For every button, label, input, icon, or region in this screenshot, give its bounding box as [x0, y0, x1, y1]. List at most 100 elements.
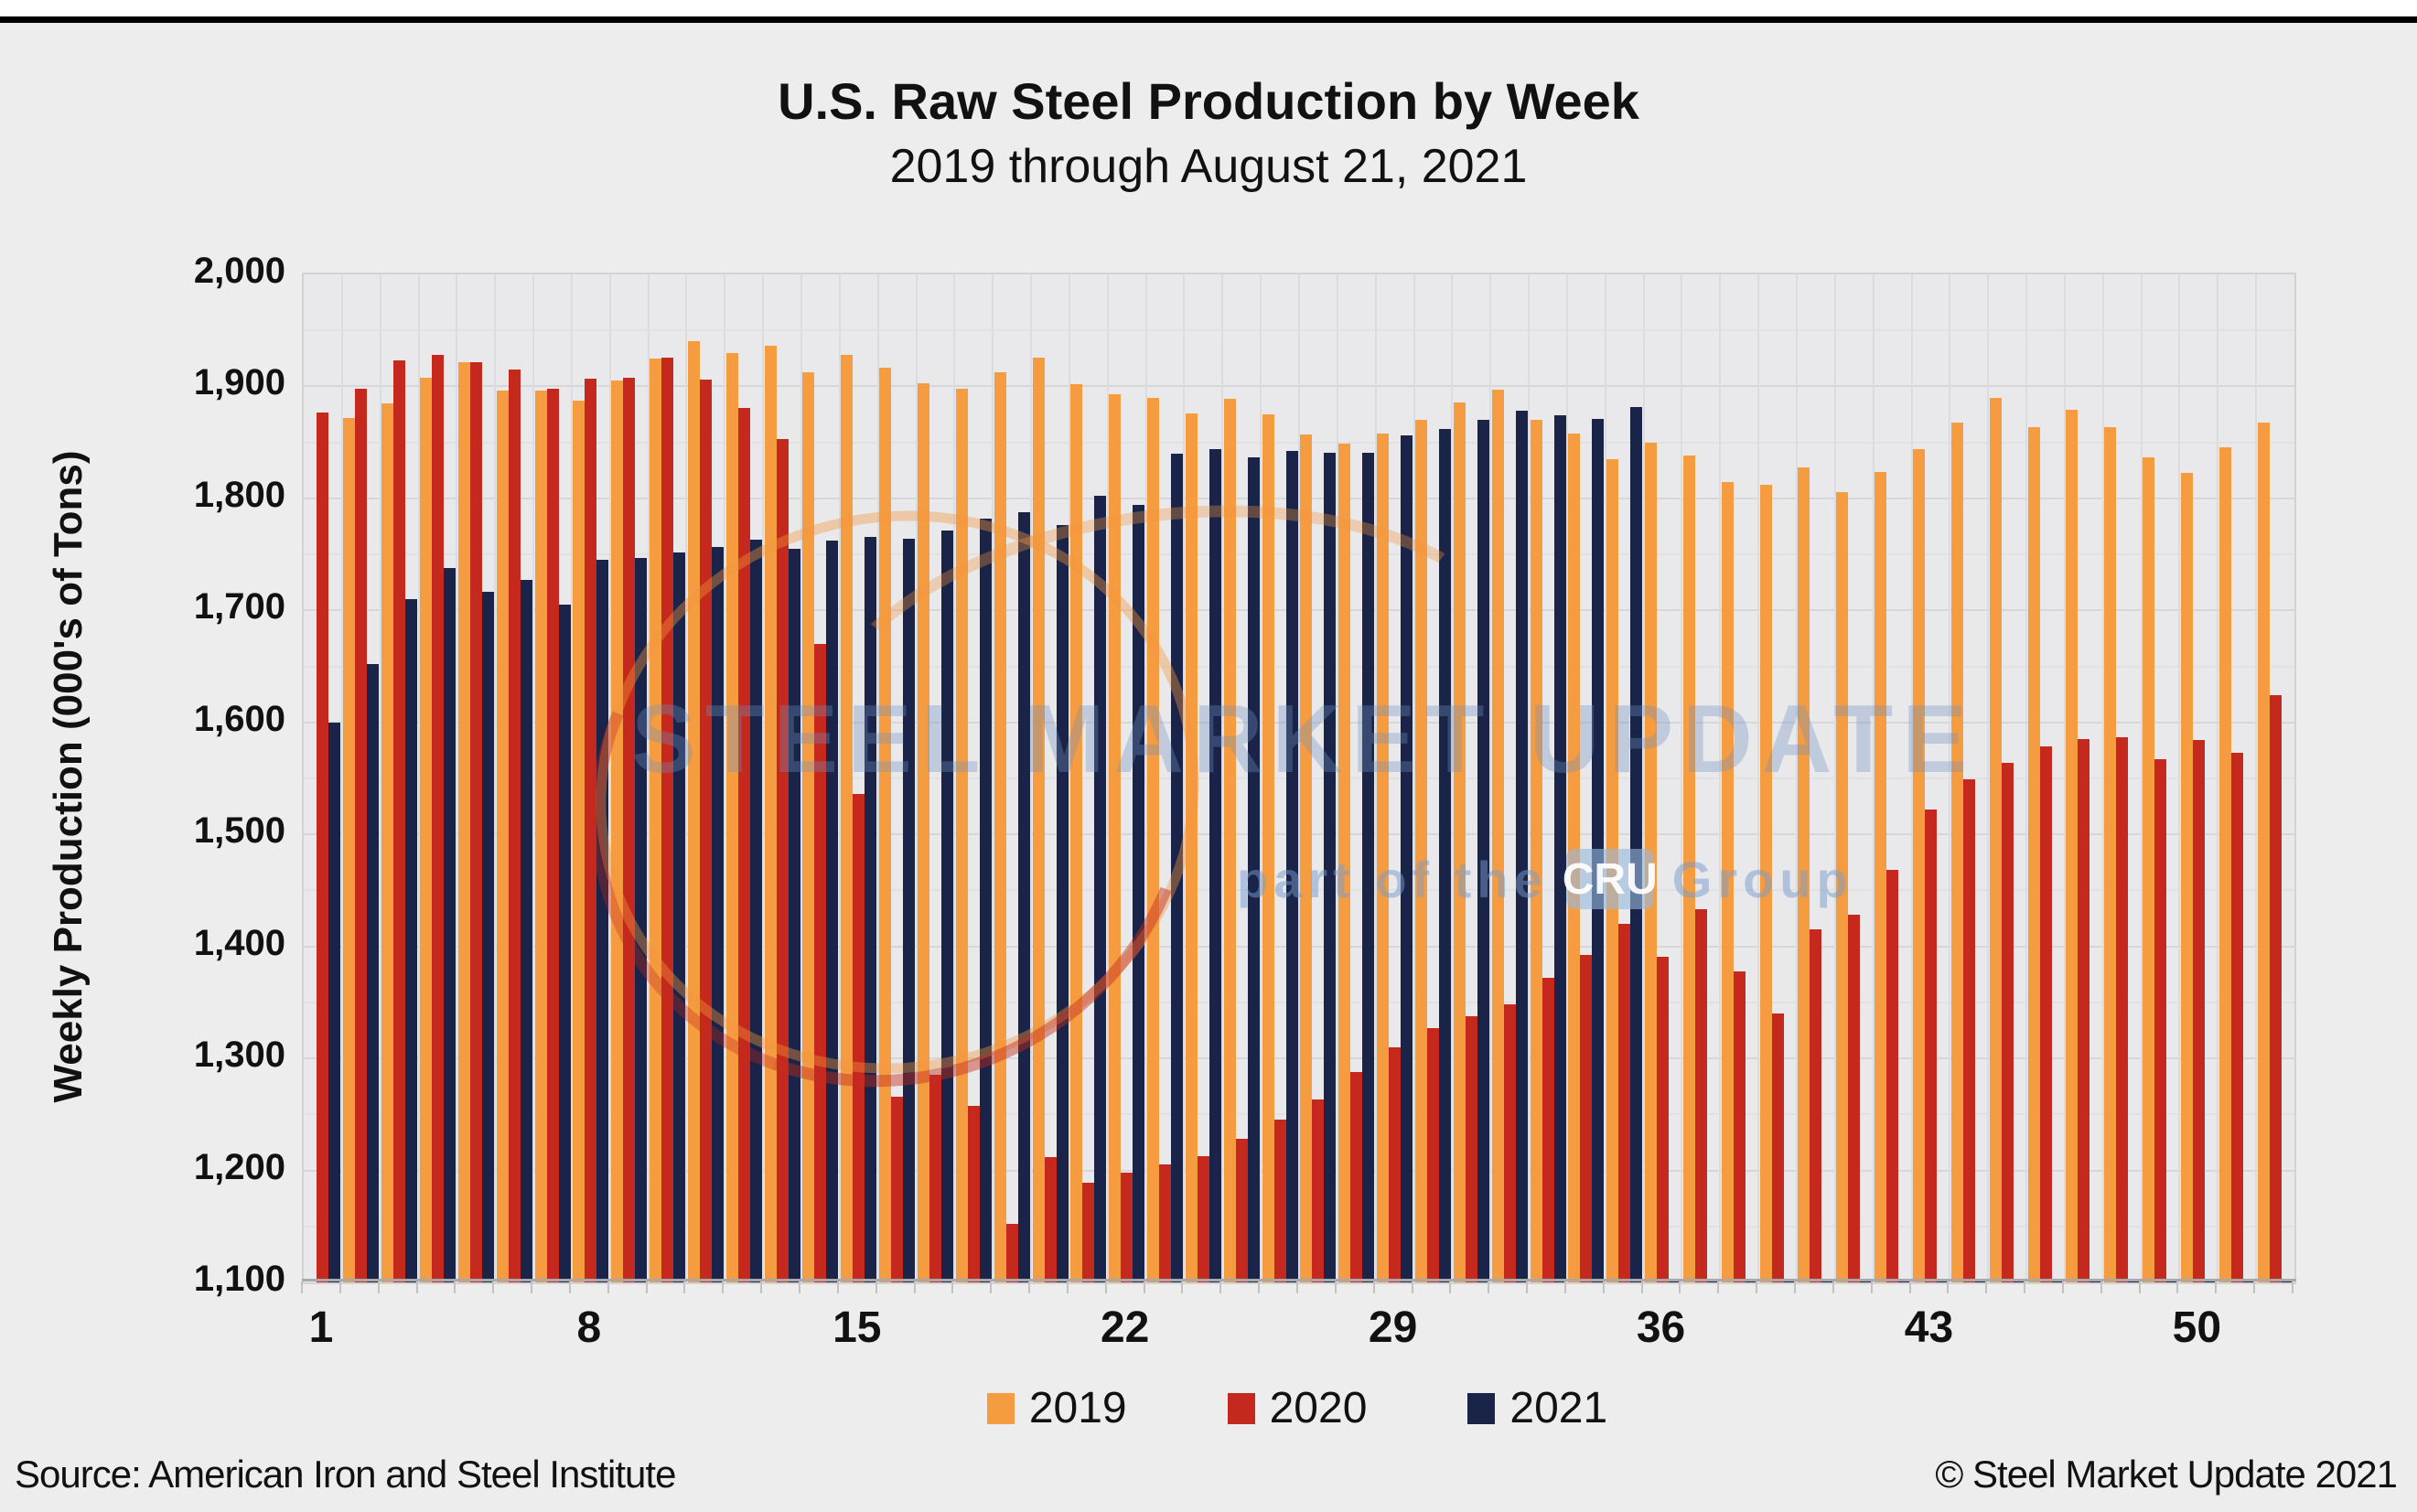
- x-tick-16: [913, 1281, 916, 1293]
- bar-2021-week-27: [1324, 452, 1337, 1282]
- bar-2019-week-46: [2027, 426, 2040, 1282]
- gridline-x-week-18: [992, 274, 994, 1282]
- bar-2021-week-33: [1553, 415, 1566, 1282]
- x-tick-1: [338, 1281, 341, 1293]
- bar-2021-week-1: [328, 722, 341, 1282]
- y-label-1800: 1,800: [193, 474, 285, 515]
- gridline-x-week-7: [570, 274, 573, 1282]
- bar-2020-week-6: [508, 370, 521, 1282]
- gridline-x-week-47: [2101, 274, 2104, 1282]
- bar-2019-week-32: [1491, 390, 1504, 1282]
- x-tick-6: [531, 1281, 533, 1293]
- bar-2021-week-31: [1477, 420, 1489, 1282]
- bar-2019-week-31: [1453, 402, 1466, 1282]
- bar-2019-week-14: [802, 371, 815, 1282]
- bar-2020-week-38: [1733, 970, 1746, 1282]
- x-tick-43: [1947, 1281, 1950, 1293]
- gridline-x-week-49: [2178, 274, 2181, 1282]
- gridline-x-week-37: [1719, 274, 1722, 1282]
- bar-2019-week-2: [343, 417, 356, 1282]
- bar-2020-week-31: [1465, 1015, 1477, 1282]
- bar-2020-week-26: [1273, 1120, 1286, 1282]
- bar-2020-week-40: [1810, 929, 1822, 1282]
- x-tick-5: [492, 1281, 495, 1293]
- x-tick-4: [454, 1281, 457, 1293]
- x-tick-21: [1104, 1281, 1107, 1293]
- x-tick-24: [1219, 1281, 1222, 1293]
- legend-label-2021: 2021: [1509, 1384, 1608, 1432]
- y-axis-title: Weekly Production (000's of Tons): [46, 450, 91, 1103]
- bar-2020-week-44: [1962, 779, 1975, 1282]
- bar-2019-week-44: [1950, 422, 1963, 1282]
- bar-2021-week-17: [940, 531, 953, 1282]
- gridline-x-week-45: [2025, 274, 2028, 1282]
- bar-2020-week-51: [2230, 752, 2243, 1282]
- gridline-x-week-4: [456, 274, 458, 1282]
- legend: 2019 2020 2021: [302, 1383, 2293, 1433]
- x-tick-19: [1028, 1281, 1031, 1293]
- bar-2020-week-43: [1924, 810, 1937, 1282]
- gridline-x-week-1: [340, 274, 343, 1282]
- gridline-x-week-19: [1030, 274, 1033, 1282]
- bar-2020-week-25: [1235, 1139, 1248, 1282]
- bar-2021-week-20: [1056, 525, 1069, 1282]
- x-tick-44: [1985, 1281, 1988, 1293]
- gridline-x-week-9: [647, 274, 650, 1282]
- bar-2020-week-2: [355, 388, 368, 1282]
- bar-2019-week-17: [917, 382, 929, 1282]
- bar-2021-week-24: [1208, 449, 1221, 1282]
- bar-2020-week-41: [1848, 915, 1861, 1282]
- x-tick-39: [1794, 1281, 1796, 1293]
- bar-2021-week-30: [1438, 428, 1451, 1282]
- x-tick-13: [799, 1281, 800, 1293]
- bar-2020-week-28: [1350, 1071, 1363, 1282]
- bar-2019-week-41: [1836, 491, 1849, 1282]
- gridline-x-week-14: [838, 274, 841, 1282]
- x-tick-42: [1908, 1281, 1911, 1293]
- bar-2019-week-10: [650, 358, 662, 1282]
- bar-2019-week-23: [1147, 397, 1160, 1282]
- bar-2020-week-4: [431, 355, 444, 1282]
- bar-2020-week-12: [737, 407, 750, 1282]
- bar-2021-week-35: [1630, 406, 1643, 1282]
- x-tick-30: [1449, 1281, 1452, 1293]
- gridline-x-week-5: [494, 274, 497, 1282]
- bar-2019-week-15: [841, 355, 854, 1282]
- bar-2020-week-3: [393, 360, 406, 1282]
- top-border-line: [0, 16, 2417, 23]
- legend-item-2019: 2019: [986, 1383, 1127, 1433]
- x-tick-27: [1334, 1281, 1337, 1293]
- x-label-week-22: 22: [1100, 1303, 1150, 1352]
- bar-2019-week-49: [2143, 456, 2155, 1282]
- chart-title: U.S. Raw Steel Production by Week: [778, 72, 1639, 130]
- gridline-x-week-29: [1413, 274, 1415, 1282]
- bar-2019-week-22: [1109, 394, 1122, 1282]
- bar-2020-week-42: [1886, 870, 1899, 1282]
- x-tick-10: [683, 1281, 686, 1293]
- x-tick-45: [2024, 1281, 2026, 1293]
- y-label-1500: 1,500: [193, 810, 285, 852]
- x-label-week-15: 15: [833, 1303, 882, 1352]
- bar-2019-week-4: [419, 377, 432, 1282]
- bar-2021-week-4: [443, 567, 456, 1282]
- gridline-x-week-24: [1221, 274, 1224, 1282]
- bar-2019-week-11: [687, 341, 700, 1282]
- x-tick-17: [951, 1281, 954, 1293]
- x-label-week-1: 1: [308, 1303, 334, 1352]
- x-tick-40: [1832, 1281, 1834, 1293]
- bar-2020-week-39: [1771, 1013, 1784, 1282]
- bar-2019-week-16: [879, 367, 892, 1282]
- y-label-1400: 1,400: [193, 922, 285, 963]
- legend-swatch-2021: [1467, 1392, 1496, 1424]
- bar-2021-week-34: [1592, 418, 1605, 1282]
- x-tick-49: [2176, 1281, 2179, 1293]
- x-label-week-36: 36: [1636, 1303, 1686, 1352]
- bar-2019-week-21: [1070, 384, 1083, 1282]
- gridline-x-week-17: [953, 274, 956, 1282]
- source-text: Source: American Iron and Steel Institut…: [15, 1453, 676, 1496]
- x-tick-51: [2253, 1281, 2256, 1293]
- x-tick-26: [1296, 1281, 1298, 1293]
- y-label-1200: 1,200: [193, 1146, 285, 1187]
- x-label-week-8: 8: [576, 1303, 602, 1352]
- legend-swatch-2019: [986, 1392, 1015, 1424]
